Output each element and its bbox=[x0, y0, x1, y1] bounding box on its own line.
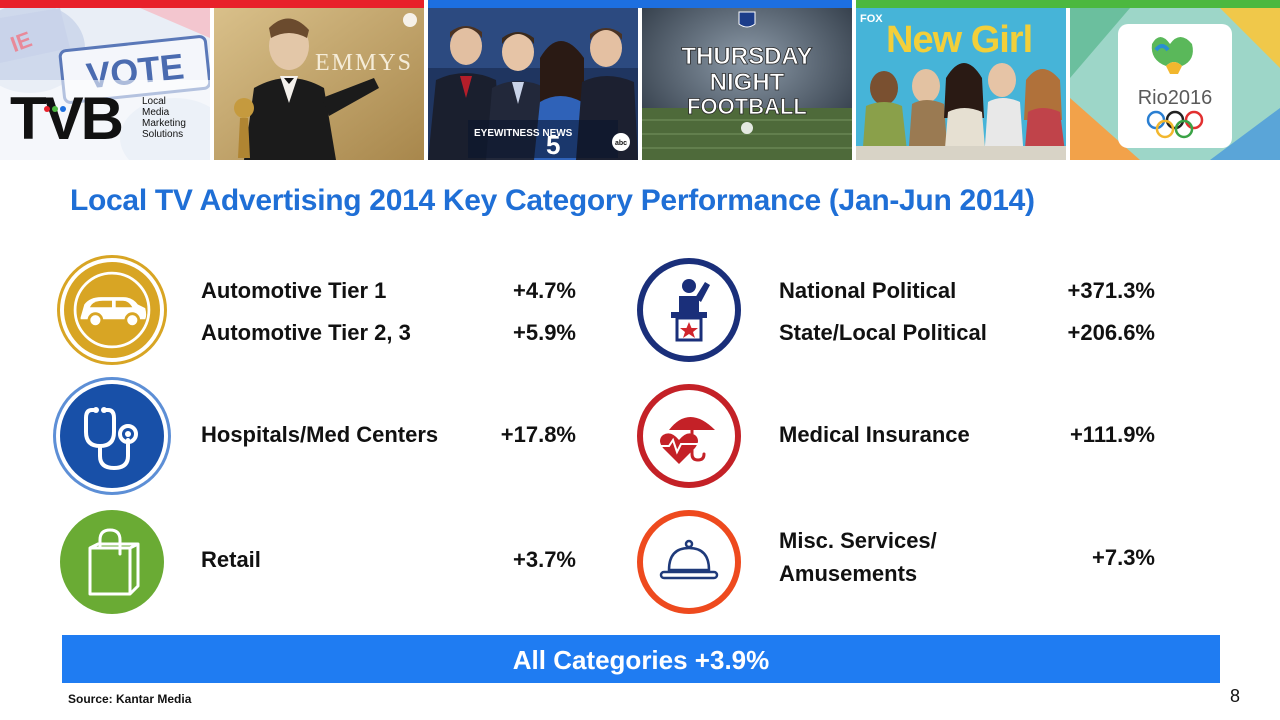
tvb-tagline: Local Media Marketing Solutions bbox=[142, 96, 186, 140]
emmys-panel: EMMYS bbox=[214, 8, 424, 160]
svg-text:FOOTBALL: FOOTBALL bbox=[687, 94, 807, 119]
header-image-strip: VOTE IE TVB Local Media Marketing Soluti… bbox=[0, 8, 1280, 160]
category-value-hospitals: +17.8% bbox=[500, 422, 576, 447]
vote-panel: VOTE IE TVB Local Media Marketing Soluti… bbox=[0, 8, 210, 160]
news-anchors-image: EYEWITNESS NEWS 5 abc bbox=[428, 8, 638, 160]
umbrella-heart-icon bbox=[637, 384, 741, 488]
thursday-night-football-image: THURSDAY NIGHT FOOTBALL bbox=[642, 8, 852, 160]
svg-text:THURSDAY: THURSDAY bbox=[681, 43, 812, 70]
source-note: Source: Kantar Media bbox=[68, 692, 192, 706]
category-value-medical-insurance: +111.9% bbox=[1069, 422, 1155, 447]
politician-podium-icon bbox=[637, 258, 741, 362]
category-label-automotive-tier-1: Automotive Tier 1 bbox=[201, 278, 387, 303]
shopping-bag-icon bbox=[60, 510, 164, 614]
svg-text:EYEWITNESS NEWS: EYEWITNESS NEWS bbox=[474, 128, 573, 139]
svg-text:5: 5 bbox=[546, 130, 560, 160]
svg-text:Rio2016: Rio2016 bbox=[1138, 87, 1213, 109]
category-value-retail: +3.7% bbox=[513, 547, 576, 572]
category-label-medical-insurance: Medical Insurance bbox=[779, 422, 970, 447]
car-icon bbox=[60, 258, 164, 362]
red-bar bbox=[0, 0, 424, 8]
tnf-panel: THURSDAY NIGHT FOOTBALL bbox=[642, 8, 852, 160]
stethoscope-icon bbox=[60, 384, 164, 488]
new-girl-cast-image: FOX New Girl bbox=[856, 8, 1066, 160]
tvb-logo: TVB Local Media Marketing Solutions bbox=[10, 88, 210, 154]
emmys-host-image: EMMYS bbox=[214, 8, 424, 160]
svg-text:NIGHT: NIGHT bbox=[710, 69, 785, 96]
category-label-misc-services-line2: Amusements bbox=[779, 561, 918, 586]
newgirl-panel: FOX New Girl bbox=[856, 8, 1066, 160]
page-number: 8 bbox=[1230, 686, 1241, 706]
green-bar bbox=[856, 0, 1280, 8]
page-title: Local TV Advertising 2014 Key Category P… bbox=[70, 184, 1035, 217]
category-value-automotive-tier-2-3: +5.9% bbox=[513, 320, 576, 345]
category-value-automotive-tier-1: +4.7% bbox=[513, 278, 576, 303]
rio2016-image: Rio2016 bbox=[1070, 8, 1280, 160]
category-value-misc-services: +7.3% bbox=[1092, 545, 1155, 570]
rio-panel: Rio2016 bbox=[1070, 8, 1280, 160]
category-label-retail: Retail bbox=[201, 547, 261, 572]
news-panel: EYEWITNESS NEWS 5 abc bbox=[428, 8, 638, 160]
service-bell-icon bbox=[637, 510, 741, 614]
category-label-national-political: National Political bbox=[779, 278, 957, 303]
all-categories-banner: All Categories +3.9% bbox=[62, 635, 1220, 683]
tvb-logo-letters: TVB bbox=[10, 85, 124, 152]
category-value-national-political: +371.3% bbox=[1067, 278, 1155, 303]
category-label-misc-services-line1: Misc. Services/ bbox=[779, 528, 937, 553]
svg-text:New Girl: New Girl bbox=[886, 19, 1032, 61]
svg-text:abc: abc bbox=[615, 140, 627, 147]
category-label-state-local-political: State/Local Political bbox=[779, 320, 987, 345]
svg-text:FOX: FOX bbox=[860, 13, 883, 25]
blue-bar bbox=[428, 0, 852, 8]
top-color-bars bbox=[0, 0, 1280, 8]
category-value-state-local-political: +206.6% bbox=[1067, 320, 1155, 345]
category-label-automotive-tier-2-3: Automotive Tier 2, 3 bbox=[201, 320, 411, 345]
category-label-hospitals: Hospitals/Med Centers bbox=[201, 422, 439, 447]
svg-text:EMMYS: EMMYS bbox=[315, 50, 413, 76]
